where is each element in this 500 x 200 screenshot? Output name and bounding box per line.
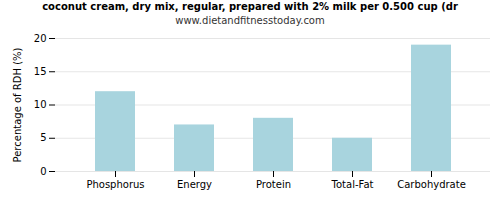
svg-text:Carbohydrate: Carbohydrate [397,179,466,190]
svg-text:Phosphorus: Phosphorus [86,179,144,190]
svg-text:0: 0 [40,166,46,177]
svg-text:Protein: Protein [256,179,291,190]
svg-text:Energy: Energy [177,179,212,190]
html-text:www.dietandfitnesstoday.com: www.dietandfitnesstoday.com [175,15,325,26]
html-text:coconut cream, dry mix, regula: coconut cream, dry mix, regular, prepare… [42,1,458,12]
svg-text:Percentage of RDH (%): Percentage of RDH (%) [12,47,23,162]
svg-text:10: 10 [34,99,47,110]
svg-text:15: 15 [34,66,47,77]
svg-text:20: 20 [34,33,47,44]
svg-text:Total-Fat: Total-Fat [331,179,374,190]
svg-text:5: 5 [40,132,46,143]
